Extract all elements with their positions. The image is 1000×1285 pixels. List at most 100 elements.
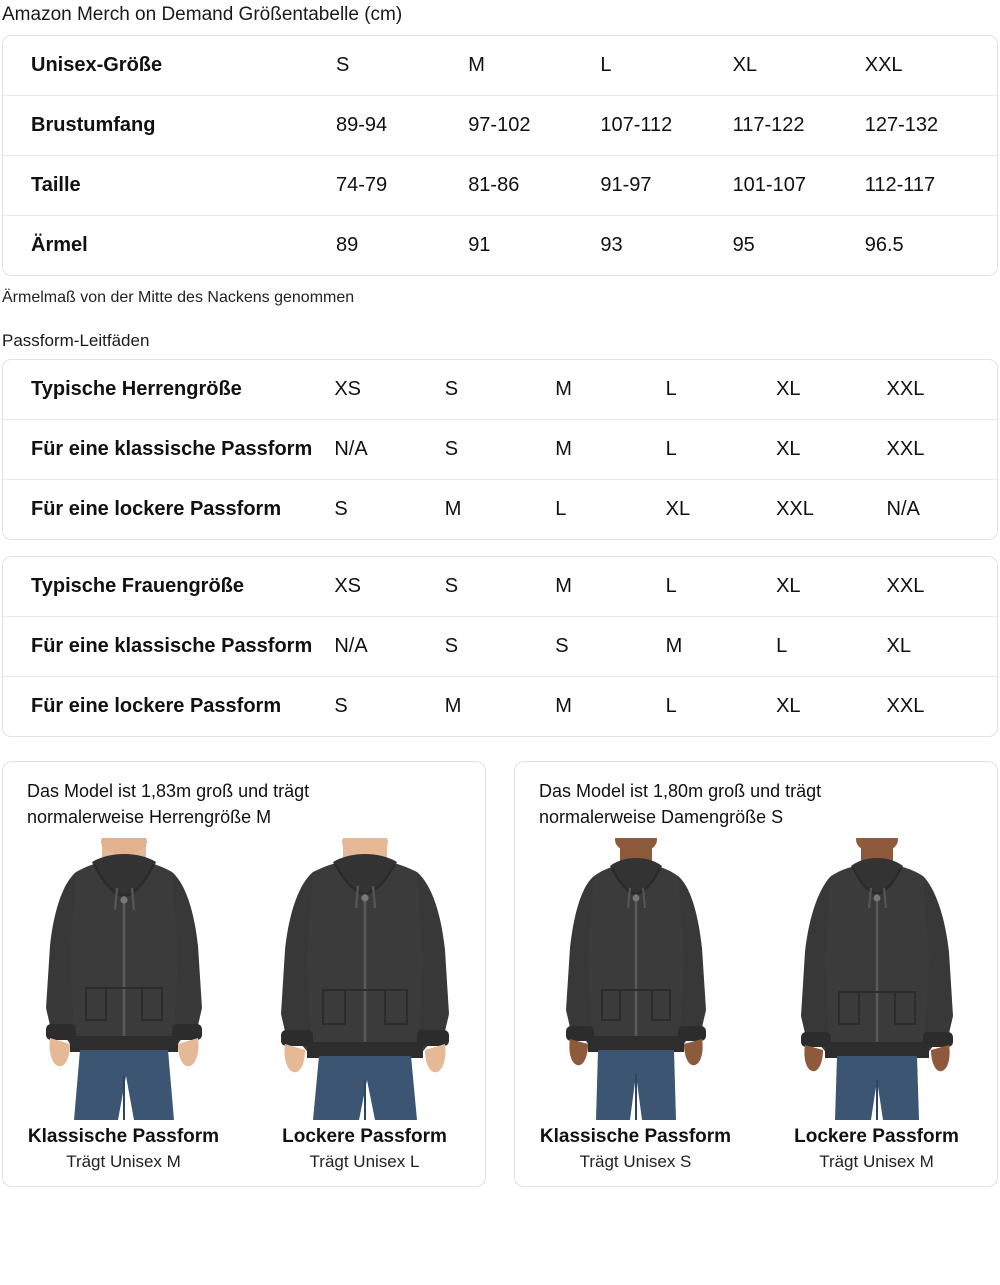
- cell-mens-classic-xxl: XXL: [886, 419, 997, 480]
- male-relaxed-fit-label-group: Lockere Passform Trägt Unisex L: [254, 1124, 476, 1174]
- male-relaxed-fit-title: Lockere Passform: [282, 1126, 447, 1147]
- column-header-xl: XL: [776, 378, 801, 400]
- male-classic-fit-label-group: Klassische Passform Trägt Unisex M: [13, 1124, 235, 1174]
- womens-fit-table: Typische Frauengröße XS S M L XL XXL Für…: [3, 557, 997, 736]
- cell-mens-classic-xs: N/A: [334, 419, 445, 480]
- sleeve-measurement-note: Ärmelmaß von der Mitte des Nackens genom…: [2, 289, 355, 306]
- cell-sleeve-xl: 95: [732, 215, 865, 275]
- column-header-xs: XS: [334, 575, 362, 597]
- male-model-figures: [3, 838, 485, 1120]
- male-model-caption: Das Model ist 1,83m groß und trägt norma…: [27, 781, 310, 827]
- cell-mens-relaxed-l: XL: [665, 479, 777, 539]
- cell-mens-classic-l: L: [665, 419, 777, 480]
- unisex-size-table: Unisex-Größe S M L XL XXL Brustumfang 89…: [3, 36, 997, 275]
- column-header-xl: XL: [732, 54, 758, 76]
- female-figure-labels: Klassische Passform Trägt Unisex S Locke…: [515, 1120, 997, 1176]
- female-model-figures: [515, 838, 997, 1120]
- column-header-s: S: [444, 378, 459, 400]
- column-header-typical-womens-size: Typische Frauengröße: [31, 575, 245, 597]
- column-header-typical-mens-size: Typische Herrengröße: [31, 378, 242, 400]
- cell-sleeve-l: 93: [600, 215, 733, 275]
- female-classic-fit-title: Klassische Passform: [539, 1126, 732, 1147]
- womens-fit-table-card: Typische Frauengröße XS S M L XL XXL Für…: [2, 556, 998, 737]
- female-relaxed-fit-label-group: Lockere Passform Trägt Unisex M: [766, 1124, 988, 1174]
- column-header-xxl: XXL: [864, 54, 903, 76]
- female-model-classic-fit-figure: [525, 838, 747, 1120]
- table-row-header: Typische Herrengröße XS S M L XL XXL: [3, 360, 997, 420]
- cell-mens-relaxed-xs: S: [334, 479, 445, 539]
- female-model-relaxed-fit-figure: [766, 838, 988, 1120]
- female-model-classic-fit-icon: [535, 838, 736, 1120]
- cell-sleeve-m: 91: [468, 215, 601, 275]
- cell-womens-classic-xl: L: [776, 616, 887, 677]
- cell-womens-classic-xxl: XL: [886, 616, 997, 677]
- male-model-relaxed-fit-icon: [264, 838, 465, 1120]
- cell-mens-classic-s: S: [444, 419, 556, 480]
- column-header-m: M: [555, 378, 572, 400]
- female-model-panel: Das Model ist 1,80m groß und trägt norma…: [514, 761, 998, 1187]
- cell-mens-relaxed-xxl: N/A: [886, 479, 997, 539]
- cell-womens-relaxed-s: M: [444, 676, 556, 736]
- column-header-xl: XL: [776, 575, 801, 597]
- cell-chest-s: 89-94: [336, 95, 469, 156]
- table-row: Taille 74-79 81-86 91-97 101-107 112-117: [3, 155, 997, 216]
- table-row: Brustumfang 89-94 97-102 107-112 117-122…: [3, 95, 997, 156]
- table-row-header: Typische Frauengröße XS S M L XL XXL: [3, 557, 997, 617]
- mens-fit-table-card: Typische Herrengröße XS S M L XL XXL Für…: [2, 359, 998, 540]
- female-relaxed-fit-subtitle: Trägt Unisex M: [819, 1152, 934, 1171]
- cell-waist-xxl: 112-117: [864, 155, 997, 216]
- cell-waist-xl: 101-107: [732, 155, 865, 216]
- column-header-xxl: XXL: [886, 575, 925, 597]
- male-model-panel: Das Model ist 1,83m groß und trägt norma…: [2, 761, 486, 1187]
- column-header-l: L: [600, 54, 612, 76]
- male-model-classic-fit-icon: [23, 838, 224, 1120]
- cell-womens-classic-xs: N/A: [334, 616, 445, 677]
- cell-chest-xl: 117-122: [732, 95, 865, 156]
- cell-mens-classic-m: M: [555, 419, 666, 480]
- row-label-womens-relaxed-fit: Für eine lockere Passform: [3, 676, 335, 736]
- table-row-header: Unisex-Größe S M L XL XXL: [3, 36, 997, 96]
- female-model-relaxed-fit-icon: [776, 838, 977, 1120]
- cell-womens-classic-m: S: [555, 616, 666, 677]
- cell-sleeve-xxl: 96.5: [864, 215, 997, 275]
- cell-mens-relaxed-xl: XXL: [776, 479, 887, 539]
- table-row: Für eine klassische Passform N/A S M L X…: [3, 419, 997, 480]
- female-model-caption: Das Model ist 1,80m groß und trägt norma…: [539, 781, 822, 827]
- row-label-waist: Taille: [3, 155, 336, 216]
- fit-guides-label: Passform-Leitfäden: [2, 331, 150, 350]
- mens-fit-table: Typische Herrengröße XS S M L XL XXL Für…: [3, 360, 997, 539]
- column-header-m: M: [468, 54, 485, 76]
- male-relaxed-fit-subtitle: Trägt Unisex L: [309, 1152, 420, 1171]
- female-classic-fit-subtitle: Trägt Unisex S: [579, 1152, 692, 1171]
- table-row: Ärmel 89 91 93 95 96.5: [3, 215, 997, 275]
- cell-waist-m: 81-86: [468, 155, 601, 216]
- column-header-unisex-size: Unisex-Größe: [31, 54, 163, 76]
- table-gap-divider: [0, 540, 1000, 548]
- column-header-l: L: [665, 575, 677, 597]
- cell-mens-relaxed-s: M: [444, 479, 556, 539]
- male-figure-labels: Klassische Passform Trägt Unisex M Locke…: [3, 1120, 485, 1176]
- table-row: Für eine lockere Passform S M M L XL XXL: [3, 676, 997, 736]
- male-classic-fit-subtitle: Trägt Unisex M: [66, 1152, 181, 1171]
- female-relaxed-fit-title: Lockere Passform: [794, 1126, 959, 1147]
- column-header-l: L: [665, 378, 677, 400]
- cell-mens-classic-xl: XL: [776, 419, 887, 480]
- cell-sleeve-s: 89: [336, 215, 469, 275]
- cell-womens-classic-s: S: [444, 616, 556, 677]
- row-label-mens-relaxed-fit: Für eine lockere Passform: [3, 479, 335, 539]
- column-header-s: S: [444, 575, 459, 597]
- row-label-sleeve: Ärmel: [3, 215, 336, 275]
- cell-womens-relaxed-l: L: [665, 676, 777, 736]
- cell-womens-relaxed-xxl: XXL: [886, 676, 997, 736]
- row-label-womens-classic-fit: Für eine klassische Passform: [3, 616, 335, 677]
- row-label-chest: Brustumfang: [3, 95, 336, 156]
- male-model-classic-fit-figure: [13, 838, 235, 1120]
- page-title: Amazon Merch on Demand Größentabelle (cm…: [2, 4, 403, 25]
- cell-womens-relaxed-m: M: [555, 676, 666, 736]
- table-row: Für eine klassische Passform N/A S S M L…: [3, 616, 997, 677]
- male-model-relaxed-fit-figure: [254, 838, 476, 1120]
- cell-womens-relaxed-xl: XL: [776, 676, 887, 736]
- column-header-xxl: XXL: [886, 378, 925, 400]
- column-header-xs: XS: [334, 378, 362, 400]
- male-classic-fit-title: Klassische Passform: [27, 1126, 220, 1147]
